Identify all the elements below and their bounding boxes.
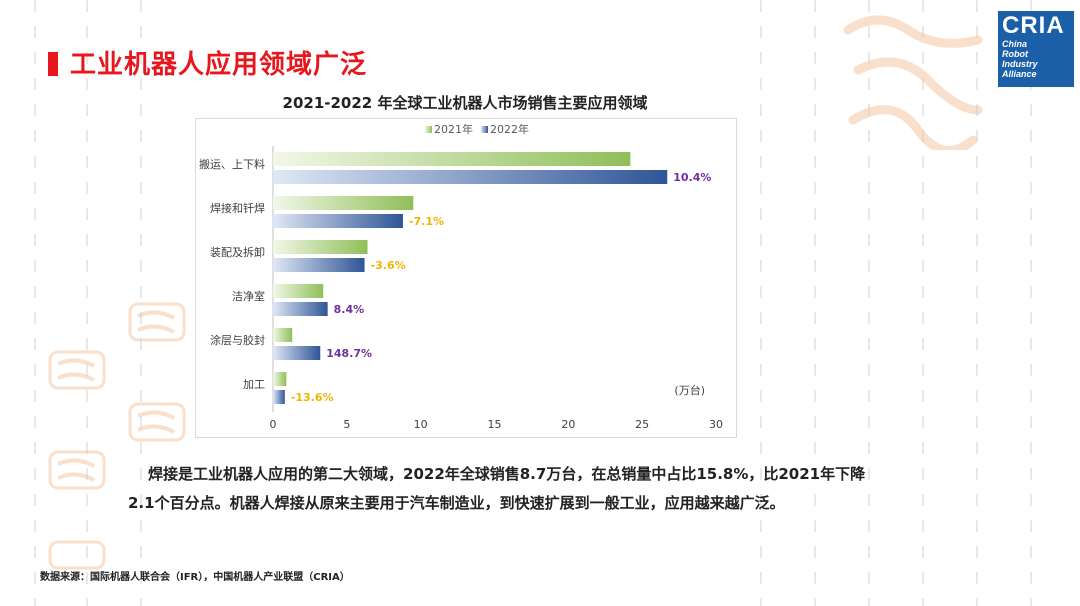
logo-tag-3: Industry (1002, 59, 1038, 69)
logo-tag-2: Robot (1002, 49, 1028, 59)
x-tick-label-4: 20 (561, 418, 575, 431)
watermark-seal-small-3 (128, 402, 186, 446)
growth-label-5: -13.6% (291, 391, 334, 404)
bar-2022-2 (273, 258, 365, 272)
x-tick-label-1: 5 (343, 418, 350, 431)
legend-label-2022: 2022年 (490, 122, 529, 136)
bar-2021-2 (273, 240, 368, 254)
growth-label-4: 148.7% (326, 347, 372, 360)
logo-brand: CRIA (1002, 12, 1065, 39)
legend-swatch-2021 (425, 126, 432, 133)
slide-title: 工业机器人应用领域广泛 (70, 50, 368, 80)
bar-2022-4 (273, 346, 321, 360)
growth-label-0: 10.4% (673, 171, 711, 184)
watermark-seal-large (838, 0, 988, 162)
x-tick-label-3: 15 (488, 418, 502, 431)
bar-2021-1 (273, 196, 414, 210)
growth-label-3: 8.4% (334, 303, 365, 316)
x-tick-label-6: 30 (709, 418, 723, 431)
bar-2022-0 (273, 170, 668, 184)
watermark-seal-small-4 (48, 450, 106, 494)
bar-2021-0 (273, 152, 631, 166)
x-tick-label-0: 0 (270, 418, 277, 431)
title-accent-bar (48, 52, 58, 76)
bar-2021-3 (273, 284, 324, 298)
growth-label-2: -3.6% (371, 259, 406, 272)
unit-label: (万台) (674, 383, 705, 397)
category-label-2: 装配及拆卸 (210, 245, 265, 259)
watermark-seal-small-2 (48, 350, 106, 394)
legend-label-2021: 2021年 (434, 122, 473, 136)
category-label-5: 加工 (243, 378, 265, 391)
bar-2021-5 (273, 372, 287, 386)
logo-tag-4: Alliance (1002, 69, 1037, 79)
watermark-seal-small-1 (128, 302, 186, 346)
bar-2021-4 (273, 328, 293, 342)
body-paragraph: 焊接是工业机器人应用的第二大领域，2022年全球销售8.7万台，在总销量中占比1… (128, 460, 868, 518)
body-paragraph-text: 焊接是工业机器人应用的第二大领域，2022年全球销售8.7万台，在总销量中占比1… (128, 465, 866, 512)
cria-logo: CRIA China Robot Industry Alliance (998, 11, 1074, 87)
watermark-seal-small-5 (48, 540, 106, 574)
x-tick-label-5: 25 (635, 418, 649, 431)
bar-2022-5 (273, 390, 285, 404)
bar-2022-3 (273, 302, 328, 316)
category-label-3: 洁净室 (232, 289, 265, 303)
category-label-4: 涂层与胶封 (210, 333, 265, 347)
legend-swatch-2022 (481, 126, 488, 133)
logo-tag-1: China (1002, 39, 1028, 49)
data-source: 数据来源：国际机器人联合会（IFR），中国机器人产业联盟（CRIA） (40, 572, 350, 583)
category-label-0: 搬运、上下料 (199, 157, 265, 171)
growth-label-1: -7.1% (409, 215, 444, 228)
bar-2022-1 (273, 214, 403, 228)
x-tick-label-2: 10 (414, 418, 428, 431)
chart-title: 2021-2022 年全球工业机器人市场销售主要应用领域 (282, 94, 648, 112)
category-label-1: 焊接和钎焊 (210, 201, 265, 215)
watermark-seal-large-graphic (843, 15, 983, 155)
